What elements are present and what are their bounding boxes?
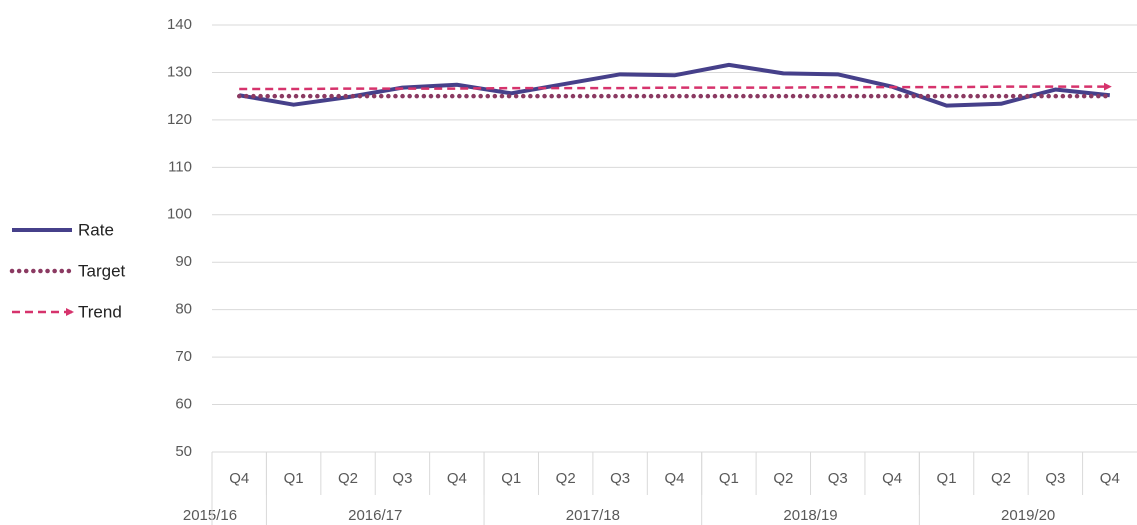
y-tick-label: 50 <box>175 443 192 460</box>
x-tick-label: Q1 <box>284 470 304 487</box>
y-tick-label: 140 <box>167 16 192 33</box>
y-tick-label: 110 <box>168 158 192 175</box>
x-tick-label: Q1 <box>937 470 957 487</box>
x-tick-label: Q2 <box>338 470 358 487</box>
y-tick-label: 130 <box>167 63 192 80</box>
y-tick-label: 100 <box>167 206 192 223</box>
x-tick-label: Q2 <box>556 470 576 487</box>
y-tick-label: 120 <box>167 111 192 128</box>
x-tick-label: Q3 <box>610 470 630 487</box>
legend-label: Trend <box>78 302 122 321</box>
x-tick-label: Q4 <box>447 470 467 487</box>
x-tick-label: Q4 <box>882 470 902 487</box>
group-label: 2017/18 <box>566 507 620 524</box>
y-tick-label: 60 <box>175 396 192 413</box>
x-tick-label: Q1 <box>501 470 521 487</box>
x-tick-label: Q4 <box>664 470 684 487</box>
x-tick-label: Q3 <box>1045 470 1065 487</box>
x-tick-label: Q4 <box>229 470 249 487</box>
x-tick-label: Q3 <box>828 470 848 487</box>
x-tick-label: Q2 <box>991 470 1011 487</box>
group-label: 2016/17 <box>348 507 402 524</box>
group-label: 2019/20 <box>1001 507 1055 524</box>
y-tick-label: 70 <box>175 348 192 365</box>
group-label: 2018/19 <box>783 507 837 524</box>
y-tick-label: 80 <box>175 301 192 318</box>
legend-label: Rate <box>78 220 114 239</box>
series-line <box>239 82 1112 91</box>
y-tick-label: 90 <box>175 253 192 270</box>
x-tick-label: Q3 <box>392 470 412 487</box>
legend-label: Target <box>78 261 126 280</box>
series-line <box>238 62 1110 108</box>
x-tick-label: Q1 <box>719 470 739 487</box>
group-label: 2015/16 <box>183 507 237 524</box>
x-tick-label: Q2 <box>773 470 793 487</box>
x-tick-label: Q4 <box>1100 470 1120 487</box>
